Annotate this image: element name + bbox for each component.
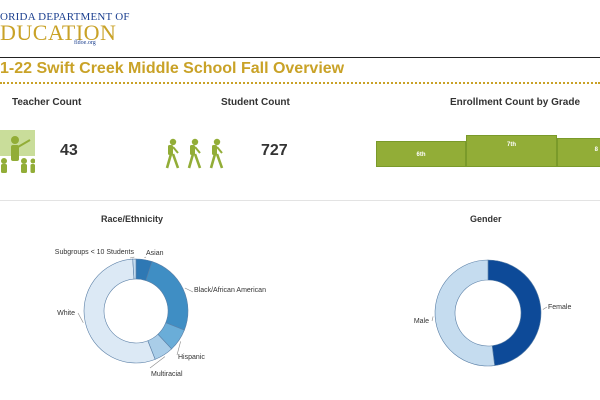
race-label-hispanic: Hispanic <box>178 354 205 361</box>
header-divider <box>0 57 600 58</box>
gender-slice-male[interactable] <box>434 259 495 367</box>
page-title: 1-22 Swift Creek Middle School Fall Over… <box>0 60 345 77</box>
student-count-label: Student Count <box>221 97 290 108</box>
gender-leader-line <box>431 316 434 322</box>
gender-label-female: Female <box>548 304 571 311</box>
race-leader-line <box>144 256 147 258</box>
grade-bar-label: 6th <box>416 152 426 158</box>
race-slice-black-african-american[interactable] <box>145 261 189 331</box>
enrollment-by-grade-label: Enrollment Count by Grade <box>450 97 581 108</box>
gender-leader-line <box>542 306 548 310</box>
grade-bar-label: 8 <box>594 147 598 153</box>
race-leader-line <box>77 312 84 323</box>
race-leader-line <box>176 341 181 356</box>
grade-bar-6th[interactable]: 6th <box>376 141 466 167</box>
logo-text-line1: ORIDA DEPARTMENT OF <box>0 11 130 23</box>
race-label-asian: Asian <box>146 250 164 257</box>
race-label-black-african-american: Black/African American <box>194 287 266 294</box>
race-chart-title: Race/Ethnicity <box>101 214 164 224</box>
students-walking-icon <box>165 138 224 169</box>
title-underline <box>0 82 600 84</box>
enrollment-bar-chart: 6th 7th 8 <box>376 131 600 167</box>
section-divider <box>0 200 600 201</box>
race-label-white: White <box>57 310 75 317</box>
gender-label-male: Male <box>414 318 429 325</box>
teacher-count-value: 43 <box>60 142 78 159</box>
race-ethnicity-donut-chart: Asian Black/African American Hispanic Multi… <box>55 249 266 378</box>
race-slice-subgroups-10-students[interactable] <box>132 258 137 280</box>
gender-slice-female[interactable] <box>487 259 542 366</box>
logo-text-line2: DUCATION <box>0 20 117 45</box>
gender-donut-chart: Female Male <box>414 259 571 367</box>
race-label-subgroups-10-students: Subgroups < 10 Students <box>55 249 135 256</box>
race-leader-line <box>184 287 194 293</box>
gender-chart-title: Gender <box>470 214 502 224</box>
race-slice-white[interactable] <box>83 258 156 364</box>
teacher-count-label: Teacher Count <box>12 97 82 108</box>
student-count-value: 727 <box>261 142 288 159</box>
race-leader-line <box>129 256 135 259</box>
grade-bar-8th[interactable]: 8 <box>557 138 600 167</box>
race-leader-line <box>149 356 166 369</box>
grade-bar-7th[interactable]: 7th <box>466 135 557 167</box>
fldoe-logo[interactable]: ORIDA DEPARTMENT OF DUCATION fldoe.org <box>0 0 129 50</box>
race-label-multiracial: Multiracial <box>151 371 183 378</box>
logo-url: fldoe.org <box>74 40 96 46</box>
grade-bar-label: 7th <box>507 142 516 148</box>
teacher-icon <box>0 130 35 173</box>
